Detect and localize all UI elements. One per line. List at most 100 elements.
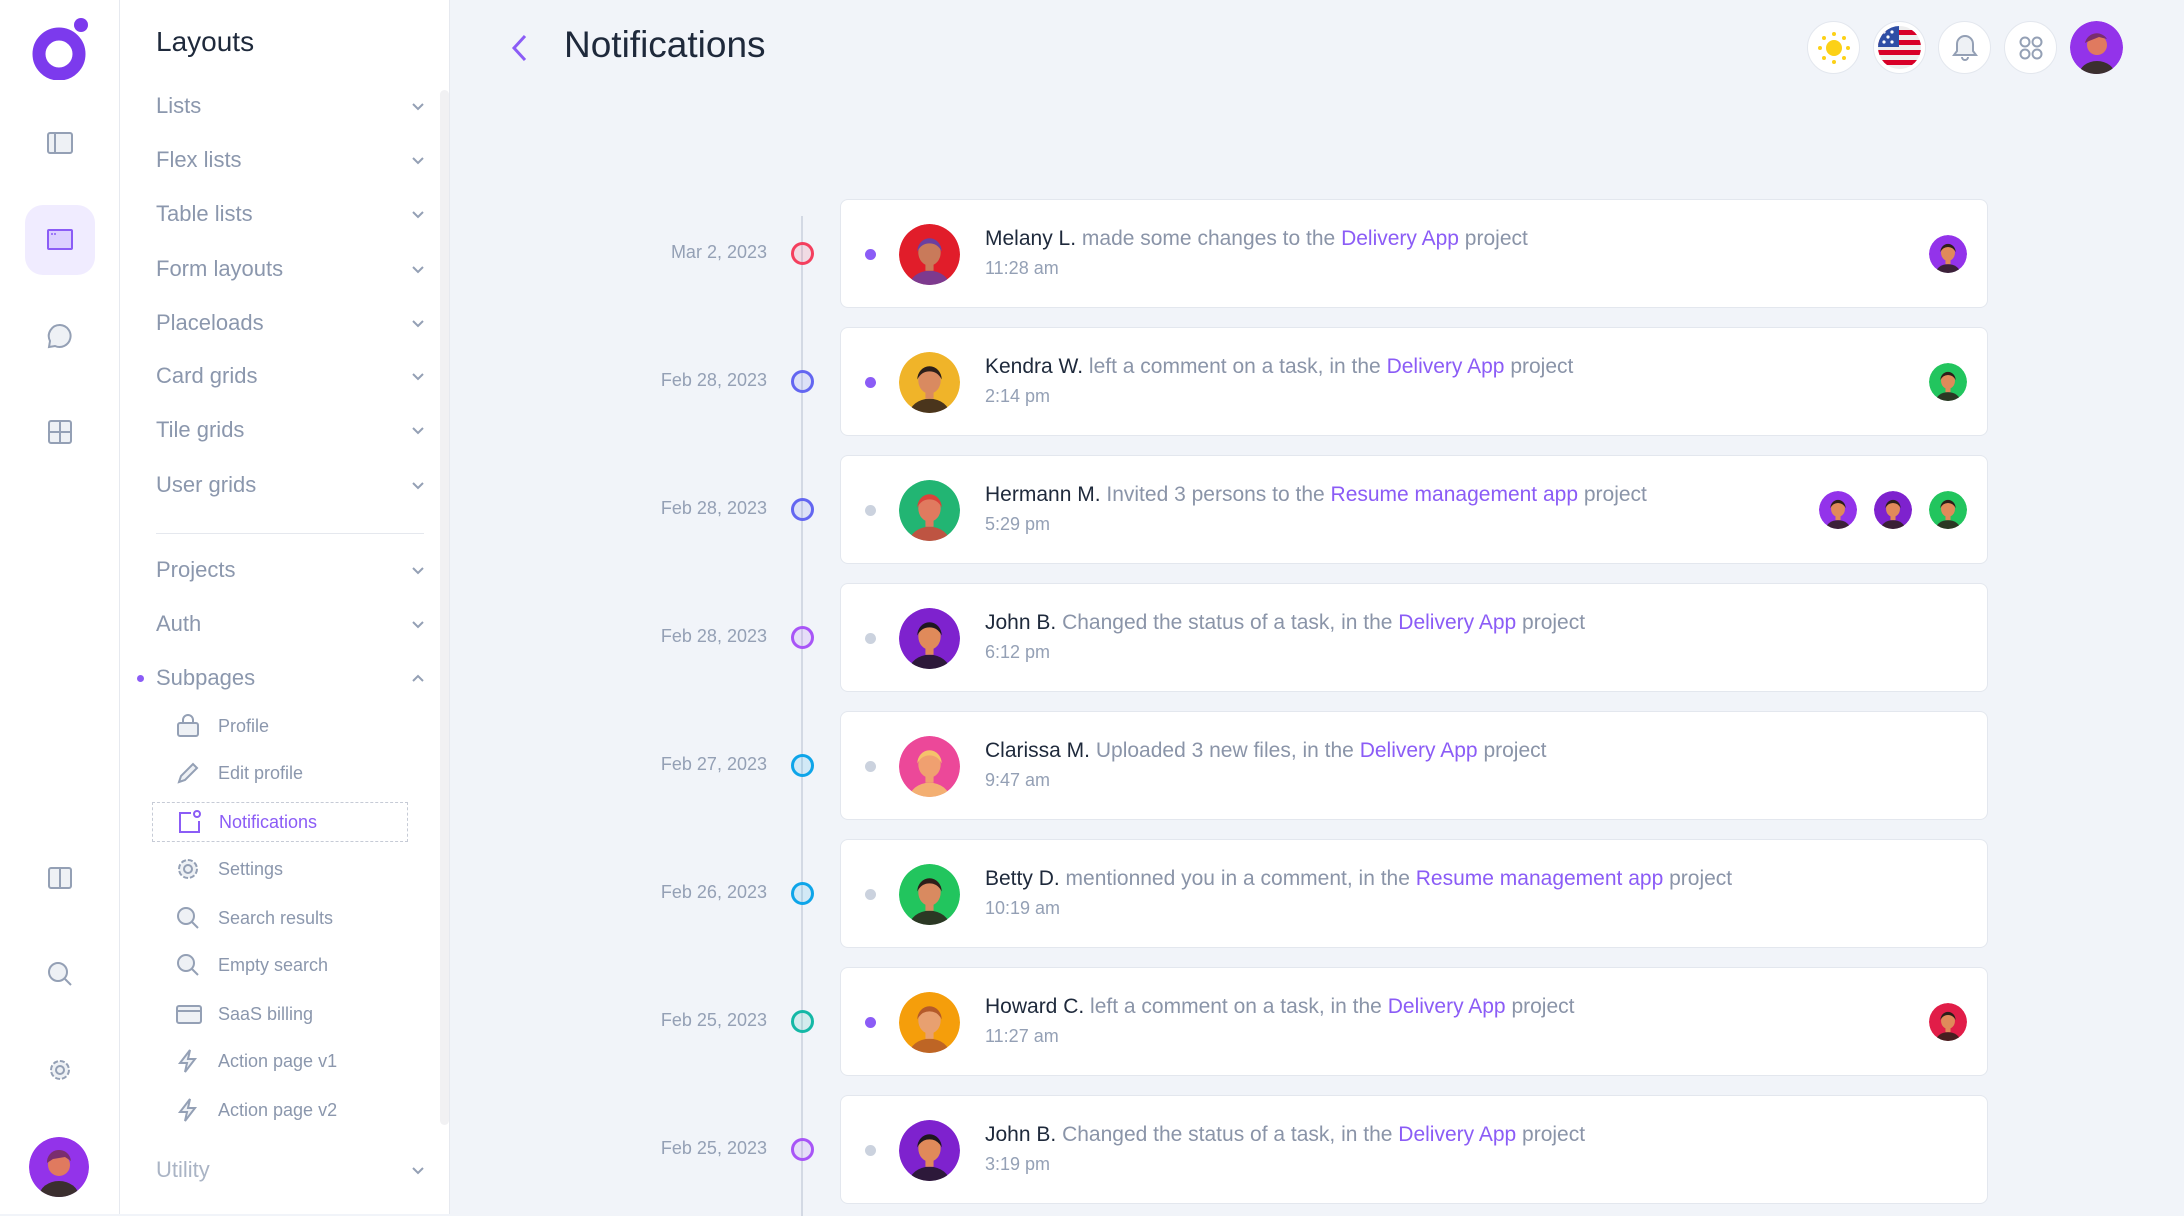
nav-item-subpages[interactable]: Subpages [156,658,426,698]
subpage-label: Edit profile [218,762,304,783]
apps-button[interactable] [2004,21,2057,74]
participant-avatar[interactable] [1819,491,1857,529]
actor-avatar[interactable] [899,1120,960,1181]
notification-date: Feb 28, 2023 [660,626,767,646]
read-indicator [865,889,876,900]
sidebar-scrollbar[interactable] [440,90,449,1125]
user-avatar[interactable] [2070,21,2123,74]
actor-avatar[interactable] [899,480,960,541]
rail-layouts-button[interactable] [25,205,95,275]
nav-item-label: Utility [156,1157,210,1182]
project-link[interactable]: Delivery App [1387,995,1506,1018]
participant-avatar[interactable] [1929,235,1967,273]
subpage-action-page-v2[interactable]: Action page v2 [152,1090,408,1130]
notification-icon [179,810,201,833]
rail-search-button[interactable] [25,939,95,1009]
lock-icon [177,714,199,737]
rail-grid-button[interactable] [25,397,95,467]
project-link[interactable]: Delivery App [1359,739,1478,762]
project-link[interactable]: Delivery App [1386,355,1505,378]
actor-name: Kendra W. [985,355,1084,378]
subpage-search-results[interactable]: Search results [152,898,408,938]
nav-item-utility[interactable]: Utility [156,1150,426,1190]
notification-card[interactable]: Clarissa M. Uploaded 3 new files, in the… [840,711,1988,820]
back-chevron-icon[interactable] [505,30,535,66]
participant-avatar[interactable] [1929,1003,1967,1041]
notification-date: Feb 25, 2023 [660,1138,767,1158]
notification-card[interactable]: Howard C. left a comment on a task, in t… [840,967,1988,1076]
rail-settings-button[interactable] [25,1035,95,1105]
user-avatar[interactable] [29,1137,89,1197]
rail-columns-button[interactable] [25,843,95,913]
actor-name: John B. [985,1123,1057,1146]
project-link[interactable]: Delivery App [1341,227,1459,250]
subpage-saas-billing[interactable]: SaaS billing [152,994,408,1034]
timeline-line [801,216,803,1216]
notification-card[interactable]: Betty D. mentionned you in a comment, in… [840,839,1988,948]
nav-item-tile-grids[interactable]: Tile grids [156,410,426,450]
nav-item-card-grids[interactable]: Card grids [156,356,426,396]
nav-item-placeloads[interactable]: Placeloads [156,303,426,343]
notification-text: Kendra W. left a comment on a task, in t… [985,355,1573,379]
notification-date: Feb 27, 2023 [660,754,767,774]
action-text: Invited 3 persons to the [1106,483,1325,506]
chevron-down-icon [412,157,424,165]
notification-time: 10:19 am [985,898,1061,918]
rail-sidebar-button[interactable] [25,108,95,178]
subpage-settings[interactable]: Settings [152,849,408,889]
participant-avatar[interactable] [1874,491,1912,529]
suffix-text: project [1464,227,1528,250]
notification-card[interactable]: Kendra W. left a comment on a task, in t… [840,327,1988,436]
notification-card[interactable]: John B. Changed the status of a task, in… [840,583,1988,692]
project-link[interactable]: Resume management app [1415,867,1664,890]
notification-card[interactable]: Hermann M. Invited 3 persons to the Resu… [840,455,1988,564]
notification-card[interactable]: Melany L. made some changes to the Deliv… [840,199,1988,308]
read-indicator [865,505,876,516]
nav-item-lists[interactable]: Lists [156,86,426,126]
nav-item-label: User grids [156,472,257,497]
actor-avatar[interactable] [899,608,960,669]
active-section-bullet [137,675,144,682]
action-text: Changed the status of a task, in the [1062,611,1393,634]
sidebar-title: Layouts [156,26,255,57]
rail-messages-button[interactable] [25,301,95,371]
actor-avatar[interactable] [899,352,960,413]
notifications-button[interactable] [1938,21,1991,74]
subpage-edit-profile[interactable]: Edit profile [152,753,408,793]
actor-avatar[interactable] [899,224,960,285]
participant-avatar[interactable] [1929,363,1967,401]
nav-item-user-grids[interactable]: User grids [156,465,426,505]
subpage-profile[interactable]: Profile [152,706,408,746]
subpage-empty-search[interactable]: Empty search [152,945,408,985]
logo-icon[interactable] [30,16,90,80]
actor-avatar[interactable] [899,992,960,1053]
notification-time: 11:27 am [985,1026,1059,1046]
project-link[interactable]: Delivery App [1398,611,1517,634]
nav-item-flex-lists[interactable]: Flex lists [156,140,426,180]
actor-avatar[interactable] [899,736,960,797]
nav-item-projects[interactable]: Projects [156,550,426,590]
subpage-label: Empty search [218,954,329,975]
project-link[interactable]: Delivery App [1398,1123,1517,1146]
subpage-action-page-v1[interactable]: Action page v1 [152,1041,408,1081]
timeline-marker [791,1010,814,1033]
credit-card-icon [176,1005,202,1024]
nav-item-form-layouts[interactable]: Form layouts [156,249,426,289]
read-indicator [865,1145,876,1156]
language-button[interactable] [1873,21,1926,74]
notification-date: Feb 25, 2023 [660,1010,767,1030]
chevron-down-icon [412,427,424,435]
notification-date: Feb 26, 2023 [660,882,767,902]
theme-toggle-button[interactable] [1807,21,1860,74]
subpage-notifications[interactable]: Notifications [152,802,408,842]
subpage-label: Action page v1 [218,1050,338,1071]
action-text: Uploaded 3 new files, in the [1095,739,1354,762]
actor-avatar[interactable] [899,864,960,925]
nav-item-table-lists[interactable]: Table lists [156,194,426,234]
notification-card[interactable]: John B. Changed the status of a task, in… [840,1095,1988,1204]
subpage-label: Profile [218,715,270,736]
participant-avatar[interactable] [1929,491,1967,529]
actor-name: Betty D. [985,867,1060,890]
project-link[interactable]: Resume management app [1330,483,1579,506]
nav-item-auth[interactable]: Auth [156,604,426,644]
